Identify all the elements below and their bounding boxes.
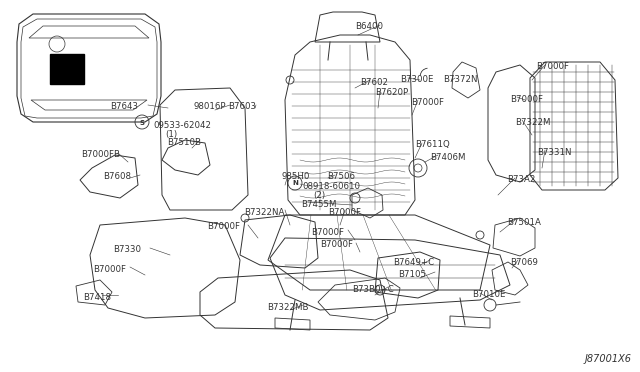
Text: B7330: B7330 [113, 245, 141, 254]
Text: B7506: B7506 [327, 172, 355, 181]
Text: B7406M: B7406M [430, 153, 465, 162]
Text: B7649+C: B7649+C [393, 258, 434, 267]
Text: B7322NA: B7322NA [244, 208, 284, 217]
Text: B73A2: B73A2 [507, 175, 536, 184]
Text: B7510B: B7510B [167, 138, 201, 147]
Text: B7322M: B7322M [515, 118, 550, 127]
Text: J87001X6: J87001X6 [585, 354, 632, 364]
Text: B7643: B7643 [110, 102, 138, 111]
Text: 09533-62042: 09533-62042 [153, 121, 211, 130]
Text: B7322MB: B7322MB [267, 303, 308, 312]
Text: B7331N: B7331N [537, 148, 572, 157]
Text: B7418: B7418 [83, 293, 111, 302]
Text: B7372N: B7372N [443, 75, 477, 84]
Text: B7620P: B7620P [375, 88, 408, 97]
Text: B6400: B6400 [355, 22, 383, 31]
Text: S: S [140, 120, 145, 126]
Text: B7010E: B7010E [472, 290, 506, 299]
Text: B7455M: B7455M [301, 200, 337, 209]
Text: B7501A: B7501A [507, 218, 541, 227]
Text: B7000F: B7000F [311, 228, 344, 237]
Text: B7105: B7105 [398, 270, 426, 279]
Text: B7608: B7608 [103, 172, 131, 181]
Text: B7000F: B7000F [328, 208, 361, 217]
Text: B7000F: B7000F [207, 222, 240, 231]
Text: 08918-60610: 08918-60610 [302, 182, 360, 191]
Text: B7069: B7069 [510, 258, 538, 267]
Text: B73B0+C: B73B0+C [352, 285, 394, 294]
Text: B7000F: B7000F [93, 265, 126, 274]
Text: N: N [292, 180, 298, 186]
Text: B7000F: B7000F [536, 62, 569, 71]
Text: B7611Q: B7611Q [415, 140, 450, 149]
Text: B7000F: B7000F [510, 95, 543, 104]
Bar [50, 54, 84, 84]
Text: 985H0: 985H0 [281, 172, 309, 181]
Text: (1): (1) [165, 130, 177, 139]
Text: B7603: B7603 [228, 102, 256, 111]
Text: B7300E: B7300E [400, 75, 433, 84]
Text: B7000F: B7000F [411, 98, 444, 107]
Text: B7000FB: B7000FB [81, 150, 120, 159]
Text: B7602: B7602 [360, 78, 388, 87]
Text: (2): (2) [313, 191, 325, 200]
Text: 98016P: 98016P [193, 102, 225, 111]
Text: B7000F: B7000F [320, 240, 353, 249]
